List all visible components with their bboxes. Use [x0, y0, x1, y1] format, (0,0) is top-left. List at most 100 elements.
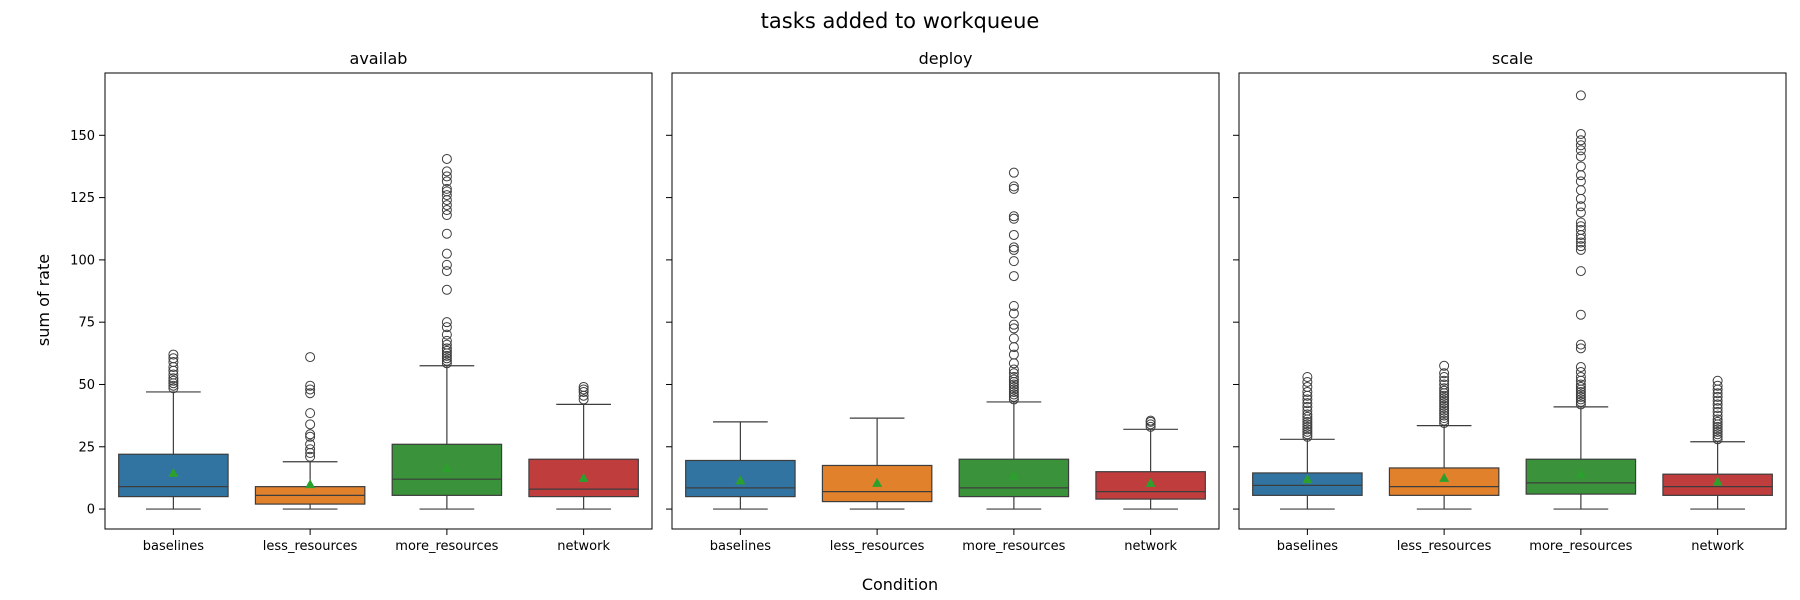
- outlier-point: [1712, 391, 1723, 402]
- box-mean-marker: [441, 462, 452, 472]
- outlier-point: [1008, 242, 1019, 253]
- outlier-point: [1575, 266, 1586, 277]
- outlier-point: [1302, 411, 1313, 422]
- y-tick-label: 75: [78, 316, 95, 331]
- outlier-point: [1712, 375, 1723, 386]
- outlier-point: [441, 353, 452, 364]
- x-tick-label: more_resources: [395, 539, 498, 554]
- outlier-point: [578, 381, 589, 392]
- outlier-point: [1575, 367, 1586, 378]
- outlier-point: [1008, 256, 1019, 267]
- outlier-point: [168, 383, 179, 394]
- outlier-point: [1712, 380, 1723, 391]
- outlier-point: [1439, 390, 1450, 401]
- panel-availab: availab 0 25 50 75 100 125 150 baselines less_res…: [70, 49, 653, 554]
- outlier-point: [1575, 221, 1586, 232]
- outlier-point: [1008, 358, 1019, 369]
- outlier-point: [305, 408, 316, 419]
- outlier-point: [1008, 244, 1019, 255]
- box-mean-marker: [1575, 469, 1586, 479]
- outlier-point: [1302, 431, 1313, 442]
- outlier-point: [1008, 372, 1019, 382]
- x-axis-label: Condition: [862, 575, 938, 594]
- panel-title: scale: [1492, 49, 1533, 68]
- outlier-point: [1302, 405, 1313, 416]
- outlier-point: [441, 259, 452, 270]
- box-network: [528, 381, 639, 510]
- box-mean-marker: [1712, 476, 1723, 486]
- x-tick-label: baselines: [143, 539, 204, 554]
- outlier-point: [1439, 360, 1450, 371]
- outlier-point: [1439, 413, 1450, 424]
- outlier-point: [1575, 170, 1586, 181]
- outlier-point: [1302, 409, 1313, 420]
- outlier-point: [441, 210, 452, 221]
- outlier-point: [441, 329, 452, 340]
- panel-frame: [671, 72, 1220, 530]
- outlier-point: [1302, 419, 1313, 430]
- outlier-point: [1575, 140, 1586, 151]
- y-tick-label: 100: [70, 253, 95, 268]
- outlier-point: [1575, 394, 1586, 405]
- outlier-point: [1575, 379, 1586, 390]
- box-mean-marker: [1008, 470, 1019, 480]
- outlier-point: [1439, 368, 1450, 379]
- outlier-point: [1439, 403, 1450, 414]
- outlier-point: [1575, 161, 1586, 172]
- y-tick-label: 25: [78, 440, 95, 455]
- box-mean-marker: [1302, 474, 1313, 484]
- outlier-point: [1575, 90, 1586, 101]
- outlier-point: [1008, 368, 1019, 379]
- box-more_resources: [958, 167, 1070, 510]
- box-less_resources: [254, 352, 366, 510]
- x-tick-label: baselines: [710, 539, 771, 554]
- outlier-point: [305, 439, 316, 450]
- outlier-point: [1575, 185, 1586, 196]
- outlier-point: [441, 205, 452, 216]
- outlier-point: [1575, 201, 1586, 212]
- panels: availab 0 25 50 75 100 125 150 baselines less_res…: [70, 49, 1787, 554]
- outlier-point: [1575, 399, 1586, 410]
- outlier-point: [1302, 372, 1313, 382]
- box-network: [1095, 415, 1206, 510]
- outlier-point: [1008, 167, 1019, 178]
- outlier-point: [1439, 375, 1450, 386]
- y-tick-label: 0: [87, 503, 95, 518]
- outlier-point: [1712, 395, 1723, 406]
- x-tick-label: less_resources: [1397, 539, 1492, 554]
- x-tick-label: less_resources: [263, 539, 358, 554]
- box-less_resources: [821, 417, 933, 510]
- panel-frame: [1238, 72, 1787, 530]
- outlier-point: [441, 343, 452, 354]
- outlier-point: [1712, 421, 1723, 432]
- box-mean-marker: [305, 479, 316, 489]
- outlier-point: [1712, 403, 1723, 414]
- outlier-point: [1008, 389, 1019, 400]
- y-tick-label: 125: [70, 191, 95, 206]
- panel-frame: [104, 72, 653, 530]
- outlier-point: [1575, 343, 1586, 354]
- outlier-point: [1008, 374, 1019, 385]
- box-baselines: [118, 349, 229, 510]
- y-tick-label: 150: [70, 129, 95, 144]
- outlier-point: [168, 375, 179, 386]
- x-tick-label: network: [1691, 539, 1744, 554]
- box-mean-marker: [168, 467, 179, 477]
- outlier-point: [168, 357, 179, 368]
- outlier-point: [305, 444, 316, 455]
- box-mean-marker: [1439, 472, 1450, 482]
- outlier-point: [1008, 319, 1019, 330]
- outlier-point: [1712, 426, 1723, 437]
- outlier-point: [441, 166, 452, 177]
- outlier-point: [578, 394, 589, 405]
- outlier-point: [441, 350, 452, 361]
- box-mean-marker: [1145, 477, 1156, 487]
- panel-deploy: deploy baselines less_resources more_resour…: [666, 49, 1220, 554]
- panel-title: deploy: [919, 49, 973, 68]
- outlier-point: [1008, 364, 1019, 375]
- outlier-point: [1008, 386, 1019, 397]
- outlier-point: [1575, 362, 1586, 373]
- outlier-point: [1008, 384, 1019, 395]
- panel-title: availab: [350, 49, 408, 68]
